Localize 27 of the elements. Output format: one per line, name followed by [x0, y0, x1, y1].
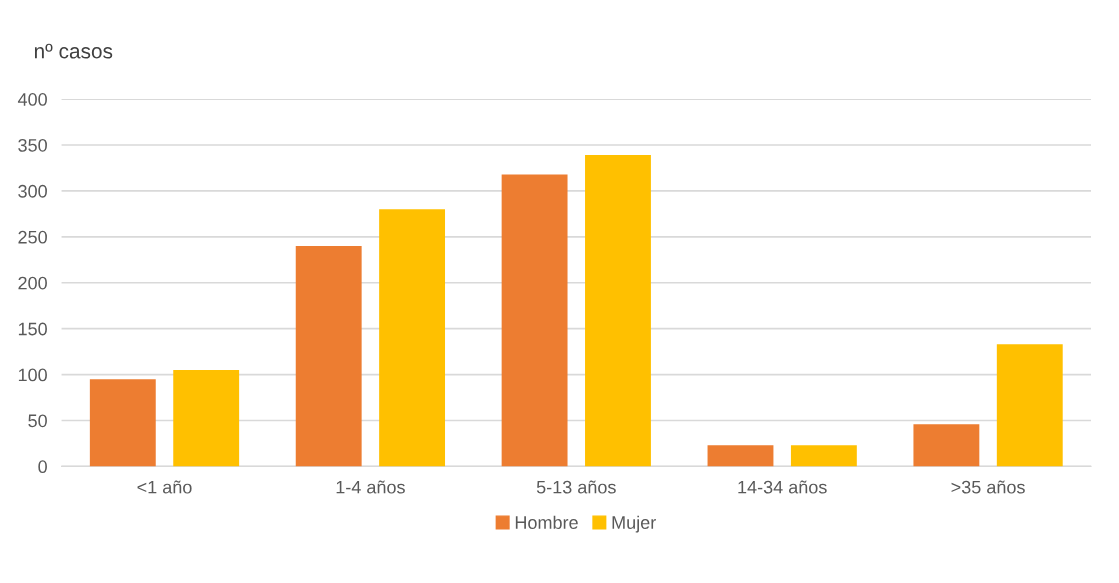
bar — [379, 209, 446, 467]
x-tick-label: 14-34 años — [738, 480, 827, 494]
x-tick-label: >35 años — [951, 480, 1025, 494]
bar — [585, 155, 651, 467]
y-tick-label: 250 — [18, 230, 47, 244]
x-tick-label: <1 año — [137, 480, 192, 494]
bar — [707, 445, 774, 467]
y-tick-label: 0 — [38, 460, 47, 474]
bar — [790, 445, 857, 467]
bar — [996, 344, 1063, 467]
y-tick-label: 150 — [18, 322, 47, 336]
bar — [295, 246, 362, 467]
x-tick-label: 1-4 años — [336, 480, 405, 494]
legend-label: Hombre — [515, 515, 578, 529]
bar — [913, 424, 980, 467]
y-tick-label: 200 — [18, 276, 47, 290]
bar — [501, 174, 568, 467]
y-axis-title: nº casos — [34, 43, 113, 59]
y-tick-label: 400 — [17, 93, 47, 106]
y-tick-label: 50 — [28, 414, 47, 428]
legend-label: Mujer — [612, 515, 656, 533]
bar — [89, 379, 156, 467]
x-tick-label: 5-13 años — [536, 480, 616, 494]
y-tick-label: 100 — [18, 368, 47, 382]
bar — [173, 369, 240, 467]
y-tick-label: 350 — [18, 138, 47, 152]
y-tick-label: 300 — [18, 184, 47, 198]
